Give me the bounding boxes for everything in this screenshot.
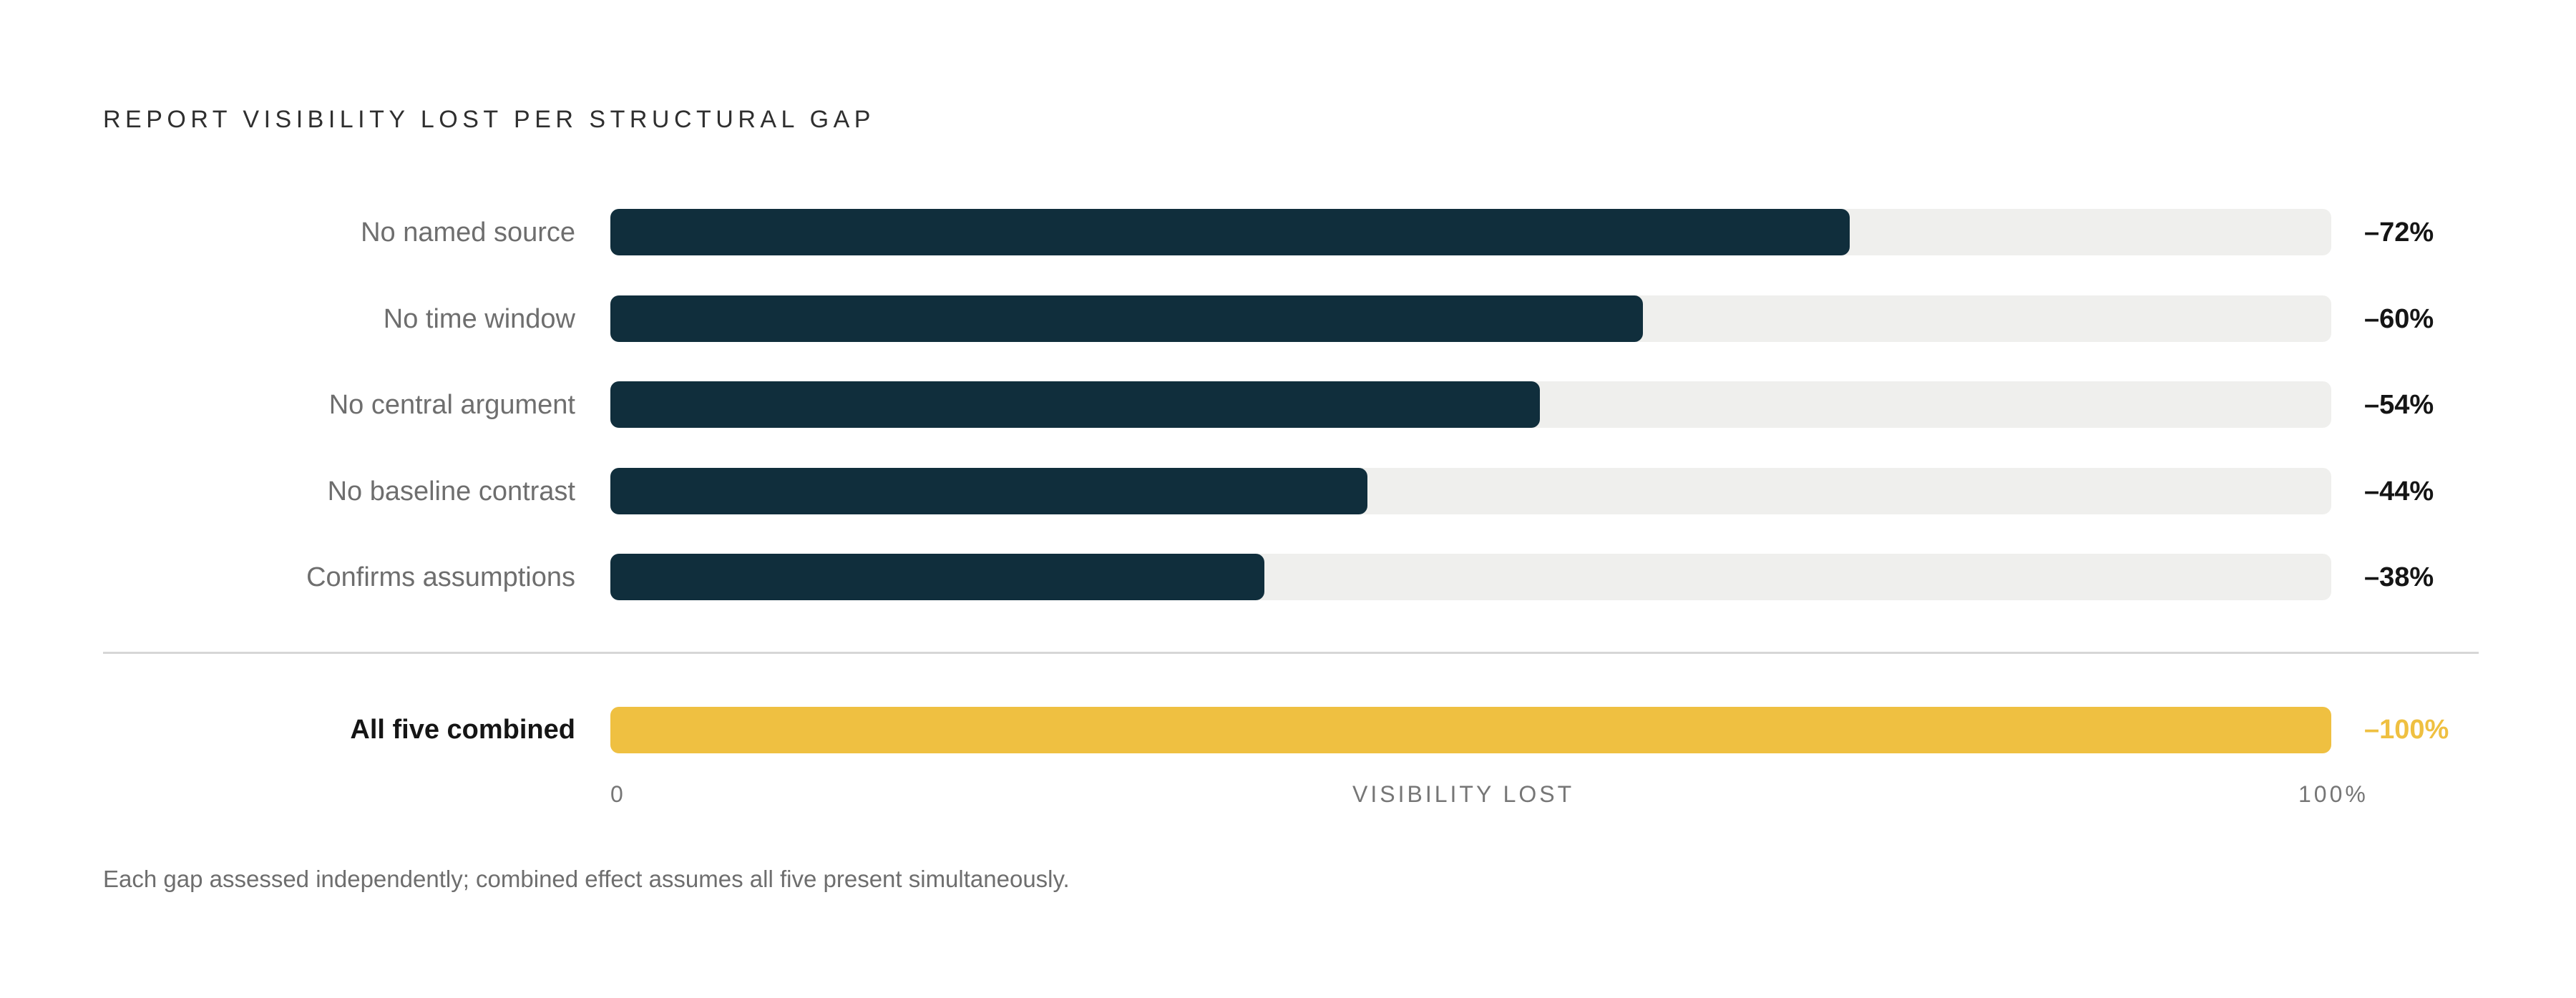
bar-value-label: –54% (2364, 389, 2434, 420)
x-tick-100: 100% (2298, 781, 2368, 807)
bar (610, 468, 1368, 514)
chart-title: REPORT VISIBILITY LOST PER STRUCTURAL GA… (103, 106, 875, 133)
bar-value-label: –44% (2364, 476, 2434, 507)
bar (610, 381, 1540, 428)
footnote: Each gap assessed independently; combine… (103, 866, 1070, 892)
bar-label: No central argument (328, 389, 575, 420)
bar (610, 295, 1643, 342)
combined-label: All five combined (350, 715, 575, 745)
bar-label: No named source (361, 217, 575, 248)
bar-value-label: –38% (2364, 562, 2434, 592)
bar-track (610, 381, 2331, 428)
bar-track (610, 554, 2331, 600)
bar-label: Confirms assumptions (306, 562, 575, 592)
x-axis-label: VISIBILITY LOST (1352, 781, 1575, 807)
bar-label: No time window (383, 303, 575, 334)
bar-track (610, 468, 2331, 514)
combined-value-label: –100% (2364, 715, 2449, 745)
bar-track (610, 295, 2331, 342)
bar (610, 209, 1850, 255)
x-tick-0: 0 (610, 781, 626, 807)
bar-value-label: –60% (2364, 303, 2434, 334)
combined-track (610, 707, 2331, 753)
bar-label: No baseline contrast (327, 476, 575, 507)
bar-value-label: –72% (2364, 217, 2434, 248)
divider (103, 652, 2479, 654)
combined-bar (610, 707, 2331, 753)
bar (610, 554, 1264, 600)
bar-track (610, 209, 2331, 255)
